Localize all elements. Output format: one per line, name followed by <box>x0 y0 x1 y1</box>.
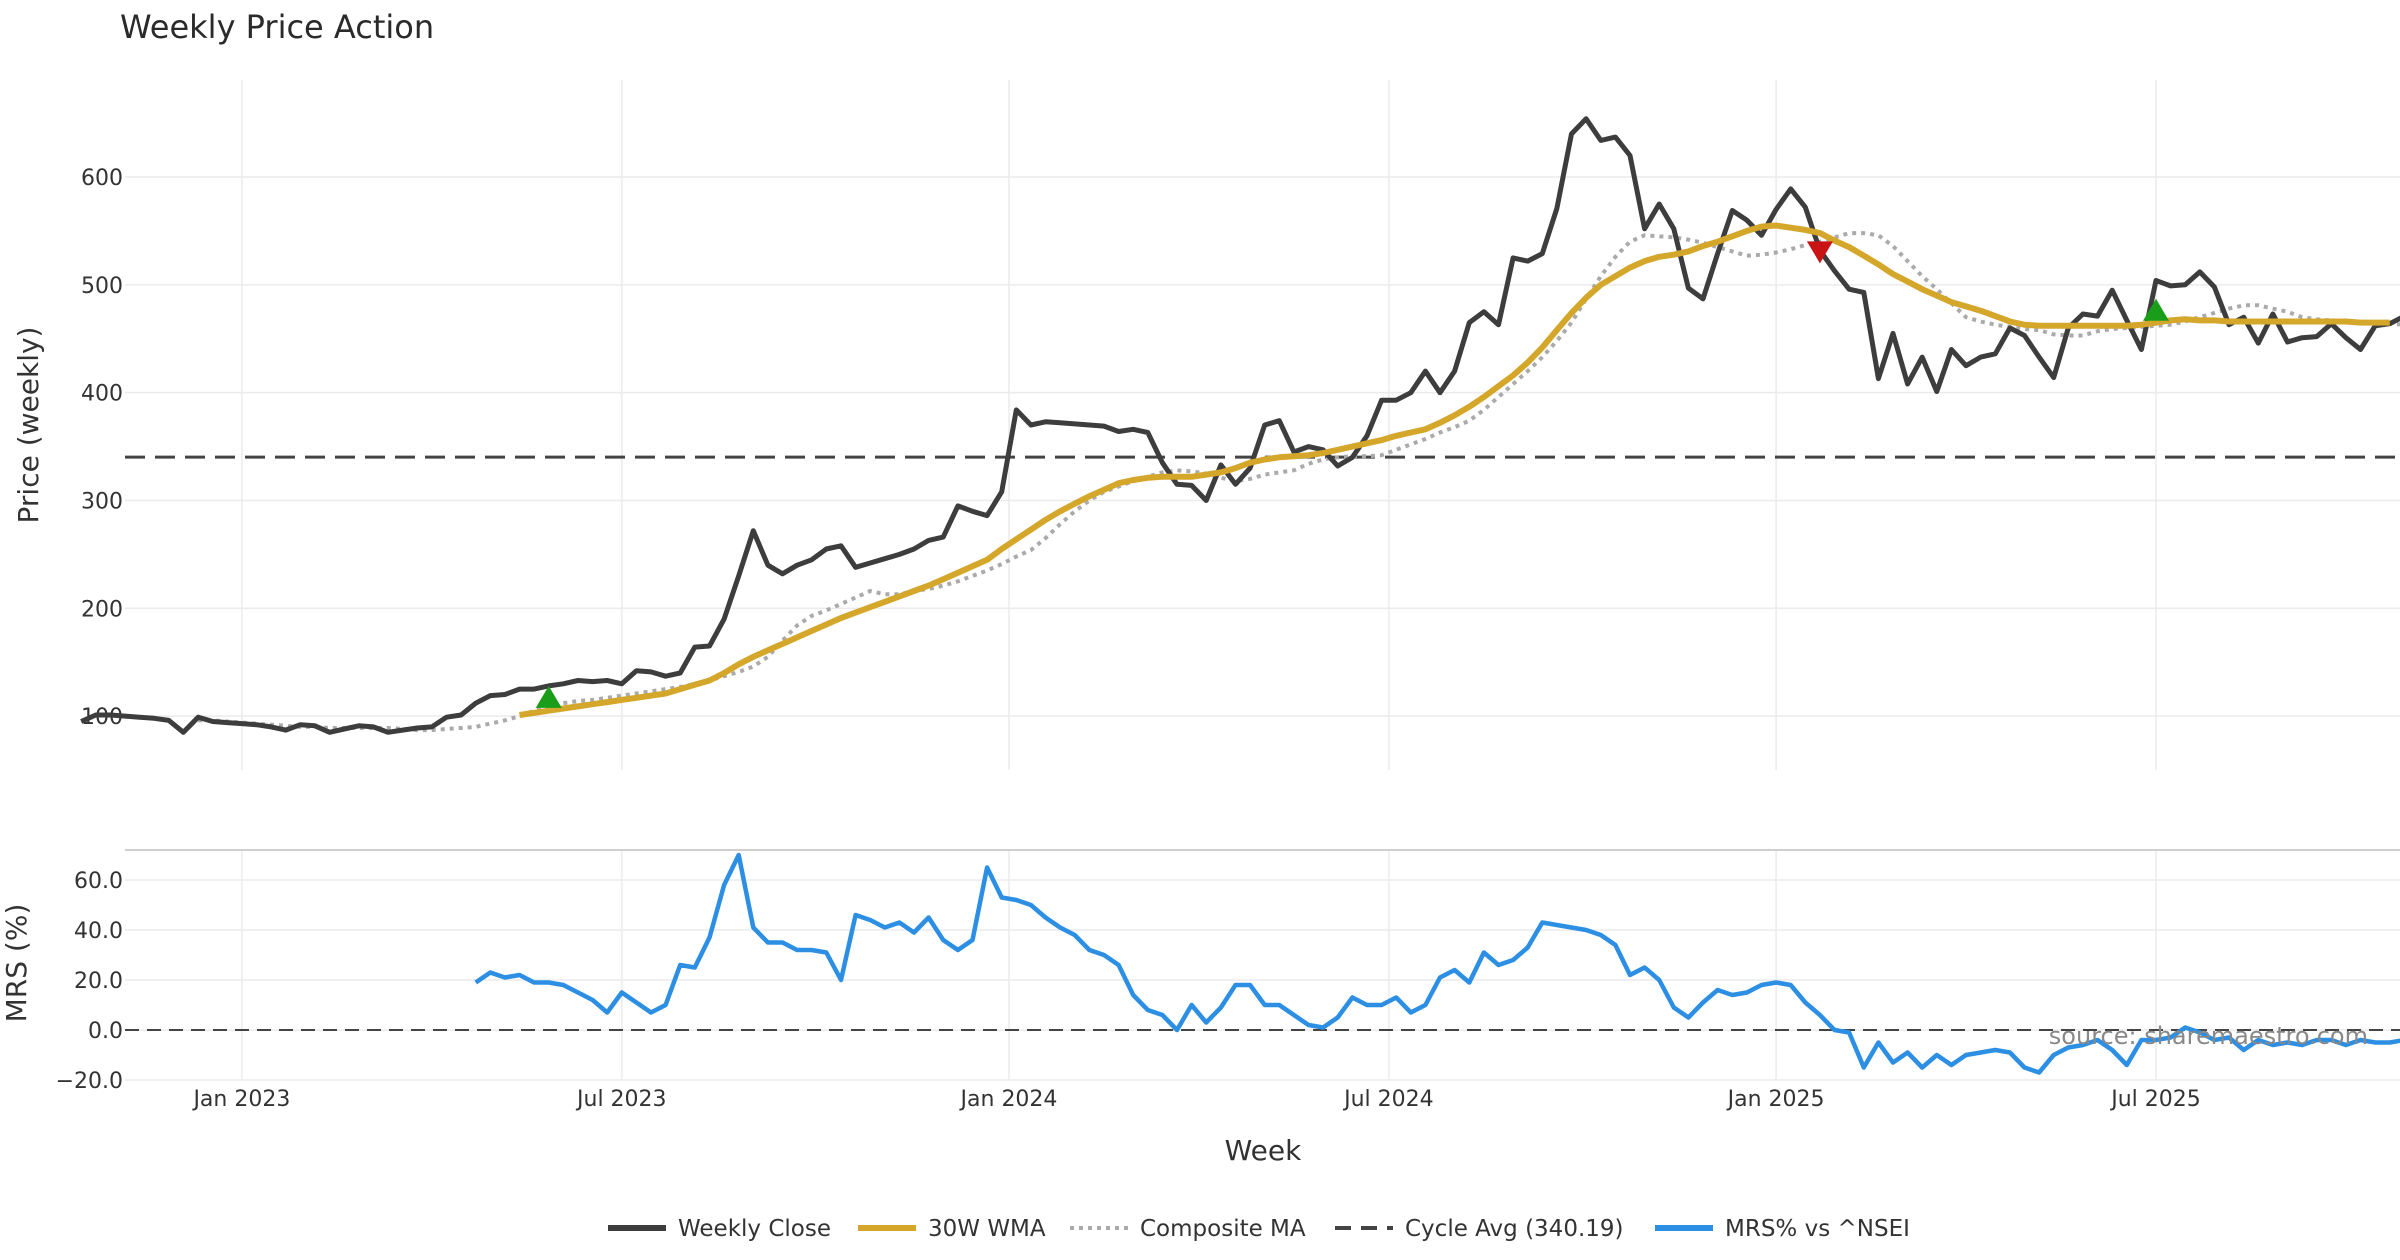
mrs-y-tick-label: 20.0 <box>74 969 123 994</box>
x-tick-label: Jul 2024 <box>1342 1087 1434 1112</box>
signal-markers <box>535 241 2169 708</box>
legend-label: Weekly Close <box>678 1216 831 1242</box>
price-y-tick-label: 200 <box>81 597 123 622</box>
source-credit: source: sharemaestro.com <box>2049 1022 2368 1050</box>
composite-ma-series <box>198 231 2400 733</box>
legend-label: Cycle Avg (340.19) <box>1405 1216 1624 1242</box>
legend: Weekly Close 30W WMA Composite MA Cycle Avg… <box>608 1216 1910 1242</box>
price-y-axis-label: Price (weekly) <box>12 327 45 524</box>
mrs-y-ticks: −20.0 60.0 40.0 20.0 0.0 <box>56 869 123 1094</box>
legend-label: MRS% vs ^NSEI <box>1725 1216 1910 1242</box>
x-tick-label: Jan 2025 <box>1726 1087 1825 1112</box>
mrs-y-tick-label: 40.0 <box>74 919 123 944</box>
price-gridlines <box>125 80 2400 770</box>
buy-signal-marker <box>535 685 562 708</box>
wma-30w-series <box>519 222 2390 718</box>
x-tick-label: Jan 2023 <box>191 1087 290 1112</box>
sell-signal-marker <box>1806 241 1833 264</box>
x-axis-label: Week <box>1225 1134 1302 1167</box>
price-y-tick-label: 600 <box>81 166 123 191</box>
x-tick-label: Jan 2024 <box>959 1087 1058 1112</box>
mrs-series <box>474 852 2400 1075</box>
buy-signal-marker <box>2142 298 2169 321</box>
price-y-tick-label: 500 <box>81 274 123 299</box>
x-ticks: Jan 2023 Jul 2023 Jan 2024 Jul 2024 Jan 2025… <box>191 1087 2200 1112</box>
legend-label: 30W WMA <box>928 1216 1046 1242</box>
mrs-y-tick-label: 60.0 <box>74 869 123 894</box>
mrs-y-tick-label: −20.0 <box>56 1069 123 1094</box>
x-tick-label: Jul 2023 <box>575 1087 667 1112</box>
mrs-y-tick-label: 0.0 <box>88 1019 123 1044</box>
mrs-y-axis-label: MRS (%) <box>0 904 33 1023</box>
x-tick-label: Jul 2025 <box>2109 1087 2201 1112</box>
weekly-close-series <box>80 116 2400 735</box>
legend-label: Composite MA <box>1140 1216 1306 1242</box>
price-y-tick-label: 300 <box>81 489 123 514</box>
price-y-tick-label: 400 <box>81 382 123 407</box>
chart-title: Weekly Price Action <box>120 8 434 46</box>
